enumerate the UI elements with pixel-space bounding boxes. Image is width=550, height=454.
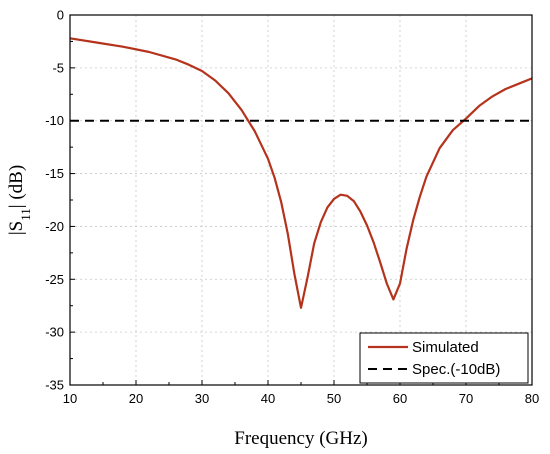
y-tick-label: -35 xyxy=(45,378,64,393)
y-tick-label: -20 xyxy=(45,219,64,234)
ticks: 10 20 30 40 50 60 70 80 0 -5 -10 -15 -20 -25 -30 -35 xyxy=(45,8,539,407)
x-tick-label: 30 xyxy=(195,391,209,406)
y-axis-title: |S11| (dB) xyxy=(6,165,33,235)
y-tick-label: -5 xyxy=(52,60,64,75)
x-tick-label: 60 xyxy=(393,391,407,406)
grid xyxy=(70,15,532,385)
series-line-simulated xyxy=(69,37,533,309)
x-tick-label: 20 xyxy=(129,391,143,406)
series-layer xyxy=(69,37,533,309)
y-tick-label: -25 xyxy=(45,272,64,287)
x-axis-title: Frequency (GHz) xyxy=(234,428,367,449)
y-tick-label: -15 xyxy=(45,166,64,181)
y-tick-label: -10 xyxy=(45,113,64,128)
y-tick-label: -30 xyxy=(45,325,64,340)
legend-label: Simulated xyxy=(412,339,479,356)
x-tick-label: 50 xyxy=(327,391,341,406)
legend-box xyxy=(359,332,529,384)
x-tick-label: 40 xyxy=(261,391,275,406)
y-tick-label: 0 xyxy=(57,8,64,23)
x-tick-label: 10 xyxy=(63,391,77,406)
legend-label: Spec.(-10dB) xyxy=(412,361,500,378)
legend: Simulated Spec.(-10dB) xyxy=(359,332,529,384)
x-tick-label: 80 xyxy=(525,391,539,406)
plot-frame xyxy=(69,14,533,386)
x-tick-label: 70 xyxy=(459,391,473,406)
